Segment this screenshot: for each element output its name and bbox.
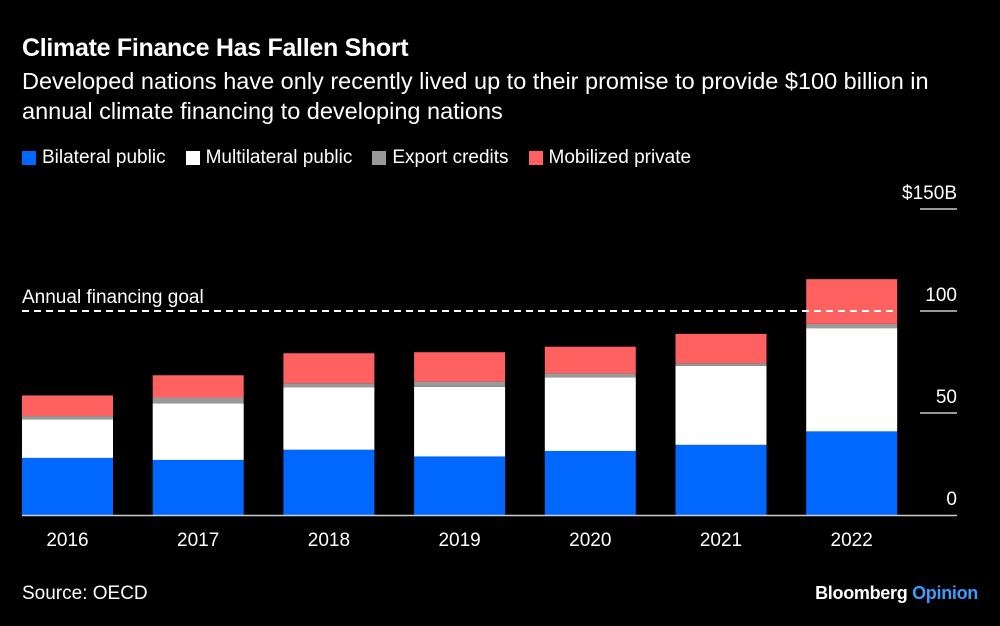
bar-segment-2016-export-credits (22, 416, 113, 420)
legend: Bilateral public Multilateral public Exp… (22, 147, 691, 169)
bar-segment-2016-multilateral-public (22, 419, 113, 458)
legend-swatch (528, 151, 543, 165)
legend-item-export: Export credits (372, 147, 509, 169)
bar-segment-2018-export-credits (283, 383, 375, 388)
chart-title: Climate Finance Has Fallen Short (22, 34, 409, 62)
legend-item-bilateral: Bilateral public (22, 147, 166, 169)
chart-subtitle: Developed nations have only recently liv… (22, 68, 929, 124)
source-note: Source: OECD (22, 583, 148, 604)
y-tick-label: 50 (936, 387, 957, 408)
brand-logo: Bloomberg Opinion (815, 583, 978, 604)
x-tick-label: 2016 (46, 530, 88, 551)
x-tick-label: 2018 (308, 530, 350, 551)
bar-segment-2022-export-credits (806, 323, 898, 329)
bar-segment-2016-bilateral-public (22, 457, 113, 515)
legend-swatch (185, 151, 200, 165)
bar-segment-2017-mobilized-private (152, 375, 244, 398)
bar-segment-2019-export-credits (414, 381, 506, 387)
bar-segment-2020-bilateral-public (544, 450, 636, 515)
bar-segment-2017-export-credits (152, 397, 244, 404)
bar-segment-2017-multilateral-public (152, 403, 244, 460)
bar-segment-2019-bilateral-public (414, 456, 506, 515)
bar-segment-2020-export-credits (544, 373, 636, 378)
bar-segment-2021-bilateral-public (675, 444, 767, 515)
legend-label: Mobilized private (548, 147, 692, 168)
legend-label: Multilateral public (205, 147, 353, 168)
x-tick-label: 2022 (831, 530, 873, 551)
y-tick-label: $150B (902, 183, 957, 204)
bar-segment-2016-mobilized-private (22, 395, 113, 417)
y-tick-label: 0 (946, 489, 957, 510)
bar-segment-2020-multilateral-public (544, 377, 636, 451)
bar-segment-2017-bilateral-public (152, 459, 244, 515)
bar-segment-2018-multilateral-public (283, 387, 375, 450)
goal-label: Annual financing goal (22, 287, 204, 308)
bar-segment-2022-bilateral-public (806, 431, 898, 515)
legend-label: Bilateral public (42, 147, 166, 168)
bar-segment-2022-mobilized-private (806, 279, 898, 324)
bar-segment-2022-multilateral-public (806, 328, 898, 432)
bar-segment-2019-multilateral-public (414, 386, 506, 457)
brand-name: Bloomberg (815, 583, 908, 603)
bar-segment-2018-mobilized-private (283, 353, 375, 384)
x-tick-label: 2019 (438, 530, 480, 551)
legend-item-private: Mobilized private (528, 147, 692, 169)
x-tick-label: 2017 (177, 530, 219, 551)
bar-segment-2021-multilateral-public (675, 365, 767, 445)
x-tick-label: 2021 (700, 530, 742, 551)
legend-label: Export credits (392, 147, 509, 168)
bar-segment-2021-mobilized-private (675, 333, 767, 364)
bar-segment-2019-mobilized-private (414, 352, 506, 382)
bar-segment-2018-bilateral-public (283, 449, 375, 515)
legend-swatch (372, 151, 387, 165)
brand-suffix: Opinion (912, 583, 978, 603)
x-tick-label: 2020 (569, 530, 611, 551)
bar-segment-2020-mobilized-private (544, 346, 636, 374)
bar-segment-2021-export-credits (675, 363, 767, 366)
legend-swatch (22, 151, 36, 165)
legend-item-multilateral: Multilateral public (185, 147, 353, 169)
y-tick-label: 100 (925, 285, 957, 306)
